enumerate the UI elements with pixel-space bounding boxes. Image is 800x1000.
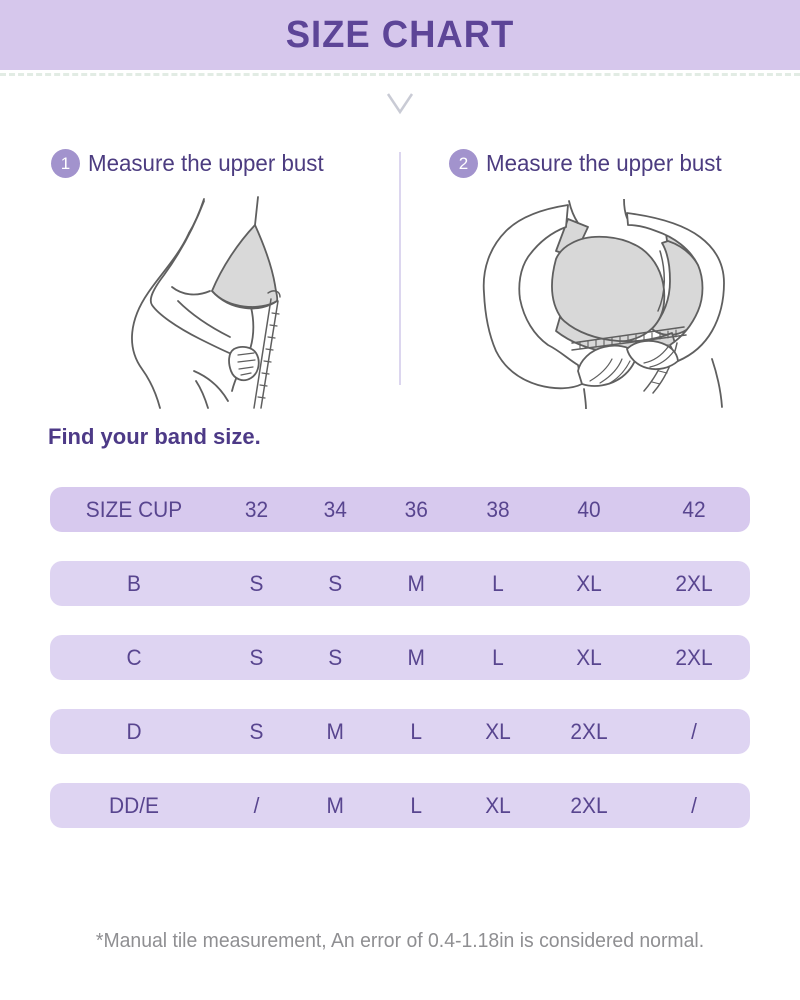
table-header-row: SIZE CUP 32 34 36 38 40 42	[50, 487, 750, 532]
header-cell: 36	[404, 496, 428, 522]
size-table: SIZE CUP 32 34 36 38 40 42 B S S M L XL …	[50, 487, 750, 857]
cell: /	[253, 792, 260, 818]
table-row: B S S M L XL 2XL	[50, 561, 750, 606]
cell: S	[249, 570, 264, 596]
step-2: 2 Measure the upper bust	[449, 149, 729, 178]
header-cell: 34	[323, 496, 347, 522]
cell: 2XL	[570, 792, 608, 818]
cell: L	[409, 718, 422, 744]
cell: XL	[485, 792, 511, 818]
cell: S	[249, 644, 264, 670]
chevron-down-icon	[384, 90, 416, 116]
section-title: Find your band size.	[48, 424, 261, 449]
dashed-divider	[0, 73, 800, 76]
page-title: SIZE CHART	[285, 13, 515, 56]
cell: DD/E	[109, 792, 159, 818]
step-2-label: Measure the upper bust	[486, 150, 722, 176]
cell: XL	[576, 570, 602, 596]
cell: 2XL	[675, 570, 713, 596]
illustration-side-view	[88, 195, 288, 415]
cell: S	[328, 644, 343, 670]
table-row: D S M L XL 2XL /	[50, 709, 750, 754]
cell: M	[326, 792, 344, 818]
cell: /	[691, 718, 697, 744]
cell: S	[328, 570, 343, 596]
header-cell: 40	[577, 496, 601, 522]
step-1-badge: 1	[51, 149, 80, 178]
cell: 2XL	[570, 718, 608, 744]
footnote: *Manual tile measurement, An error of 0.…	[95, 930, 705, 952]
illustration-front-view	[472, 198, 787, 414]
header-cell: 42	[682, 496, 706, 522]
step-1: 1 Measure the upper bust	[51, 149, 331, 178]
steps-divider	[399, 152, 401, 385]
cell: L	[492, 570, 504, 596]
header-cell: SIZE CUP	[85, 496, 183, 522]
cell: /	[691, 792, 697, 818]
header-cell: 32	[244, 496, 269, 522]
cell: M	[326, 718, 344, 744]
cell: 2XL	[675, 644, 713, 670]
cell: M	[407, 644, 425, 670]
cell: B	[127, 570, 141, 596]
cell: M	[407, 570, 425, 596]
cell: XL	[576, 644, 602, 670]
cell: L	[409, 792, 422, 818]
cell: C	[126, 644, 142, 670]
header-cell: 38	[486, 496, 510, 522]
cell: D	[126, 718, 142, 744]
cell: XL	[485, 718, 511, 744]
cell: L	[492, 644, 504, 670]
table-row: C S S M L XL 2XL	[50, 635, 750, 680]
banner: SIZE CHART	[0, 0, 800, 70]
table-row: DD/E / M L XL 2XL /	[50, 783, 750, 828]
step-1-label: Measure the upper bust	[88, 150, 324, 176]
step-2-badge: 2	[449, 149, 478, 178]
cell: S	[249, 718, 264, 744]
